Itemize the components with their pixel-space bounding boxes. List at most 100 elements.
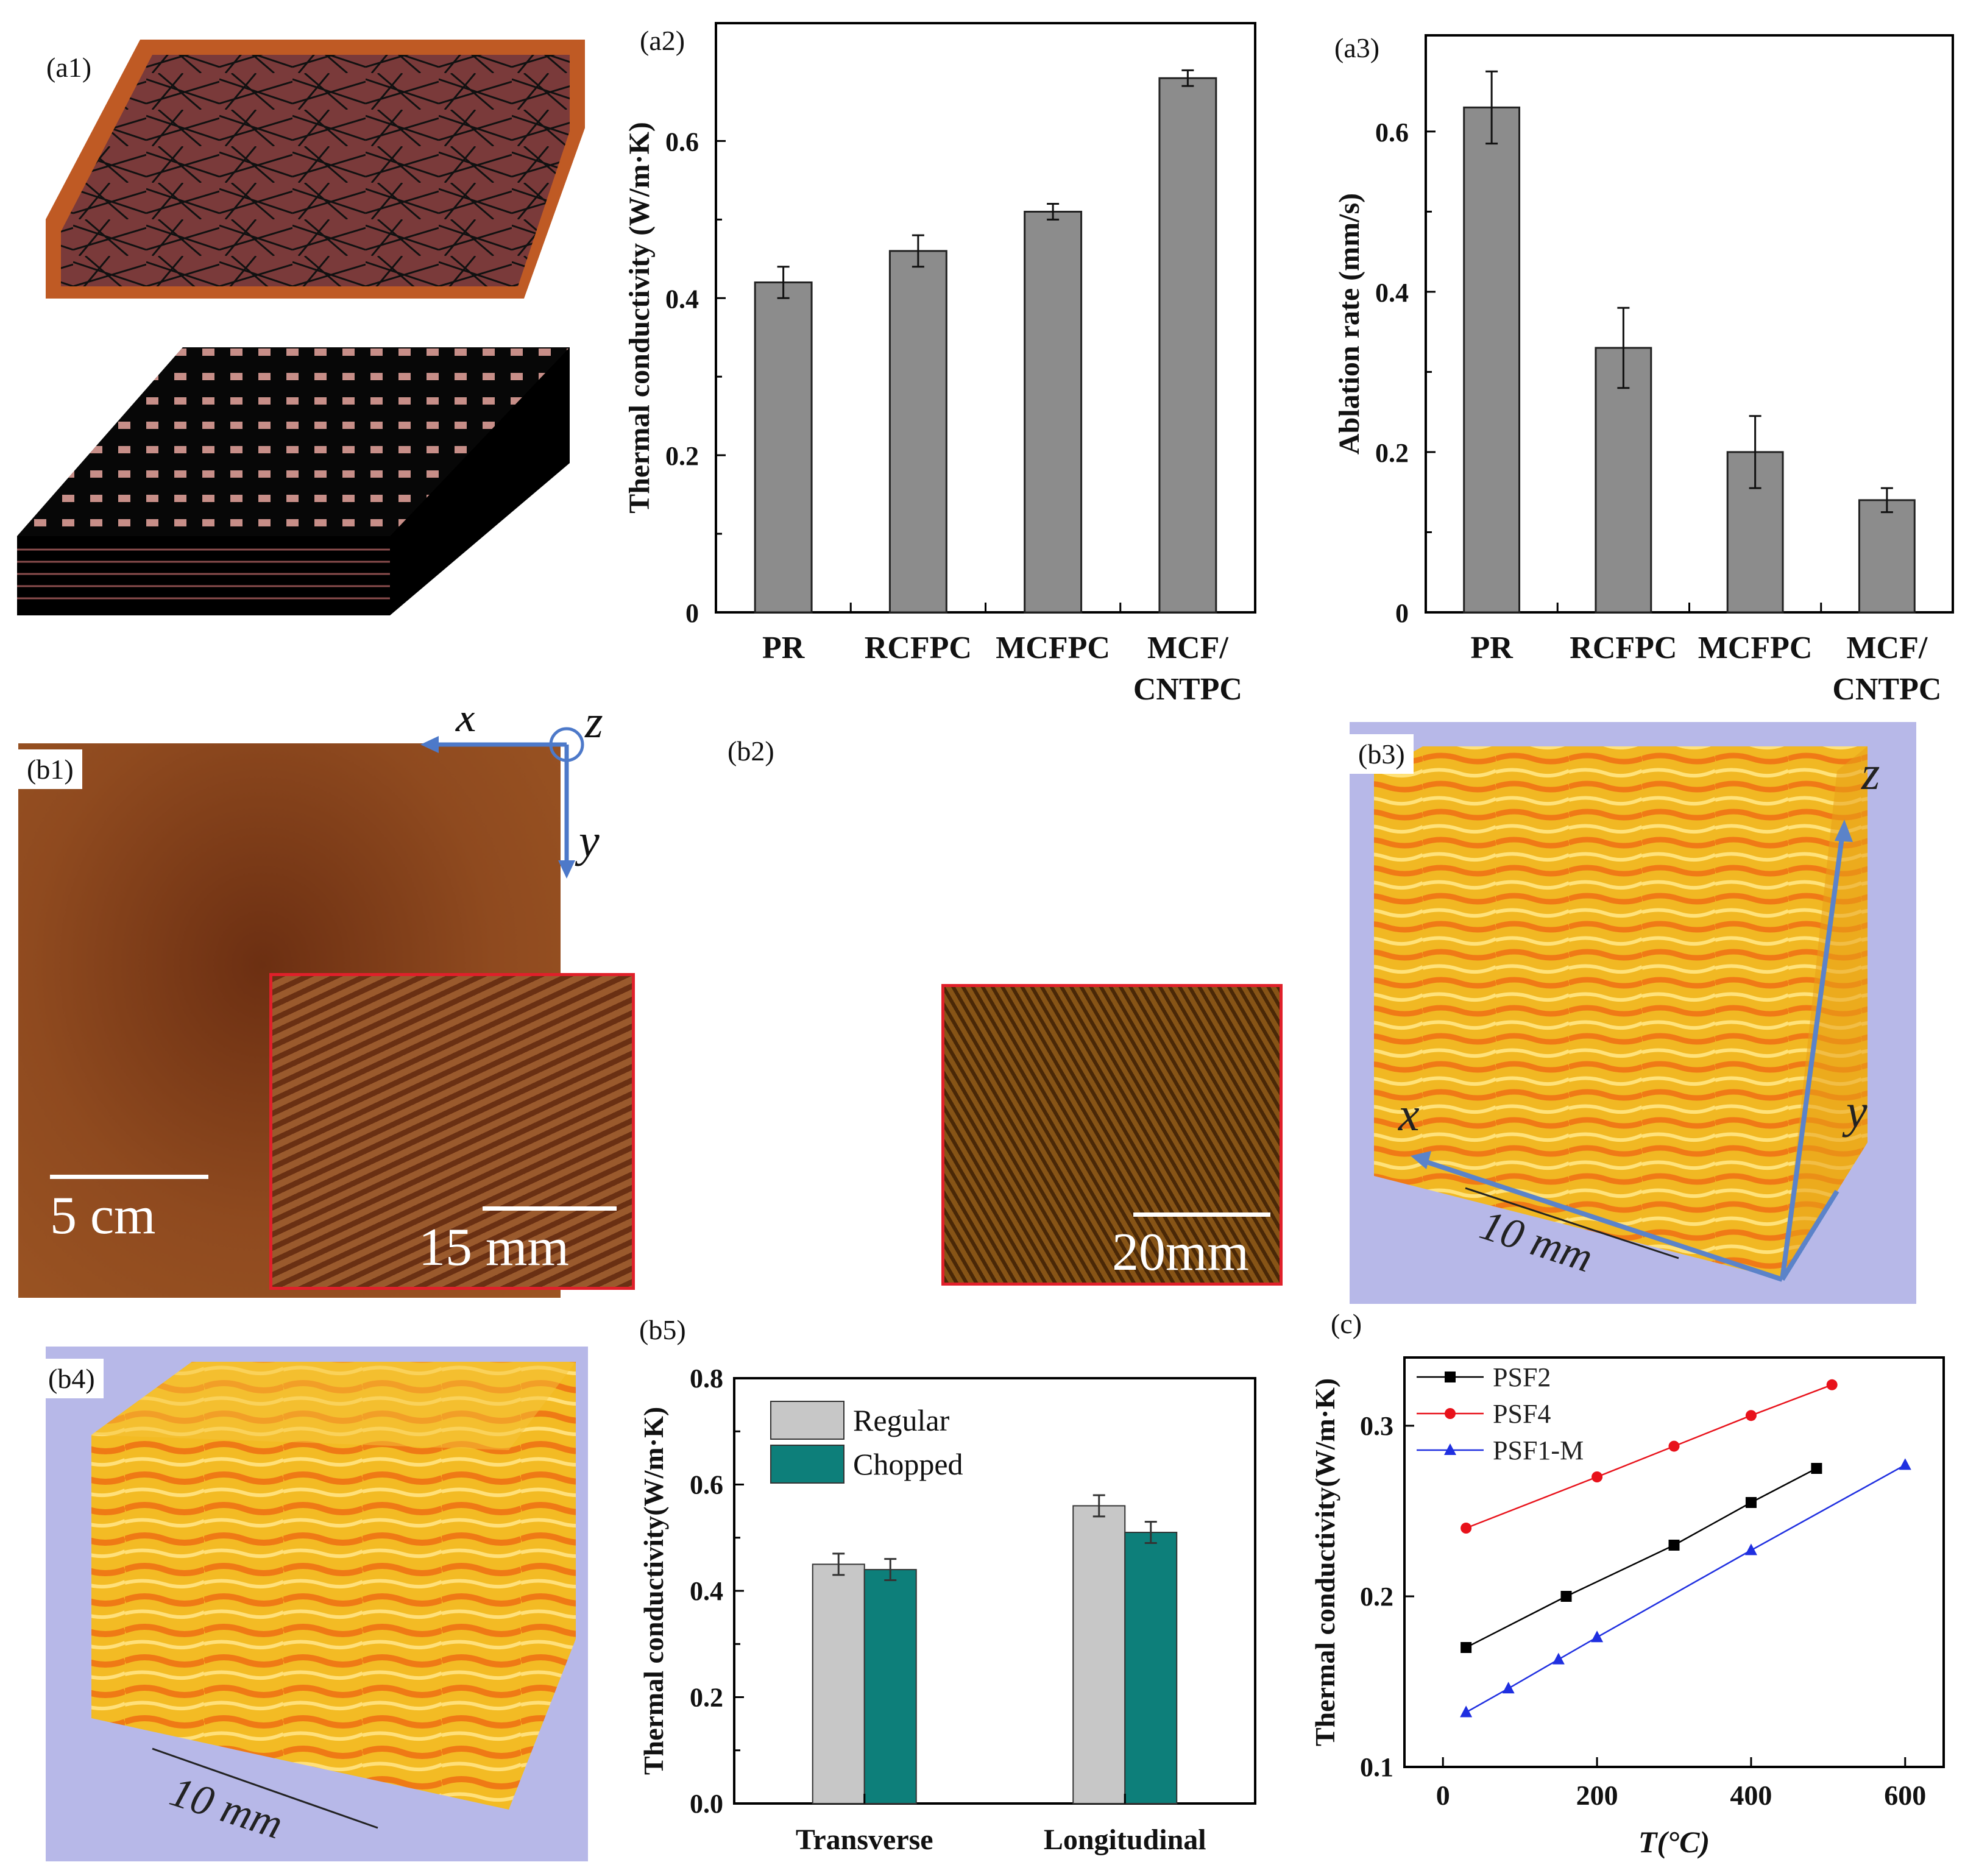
b3-axis-y: y [1842, 1085, 1868, 1138]
y-axis-title: Thermal conductivity (W/m·K) [623, 122, 656, 514]
legend-label: PSF4 [1493, 1399, 1551, 1429]
b1-axis-y: y [575, 815, 600, 866]
panel-label-a1: (a1) [38, 48, 101, 87]
panel-b3: x y z 10 mm (b3) [1350, 722, 1916, 1304]
x-tick-label: RCFPC [865, 631, 972, 665]
panel-label-b2: (b2) [719, 731, 783, 771]
chart-a2: 0 0.2 0.4 0.6 PR RCFPC MCFPC MCF/CNTPC Thermal c… [623, 22, 1256, 707]
x-tick-label: MCFPC [1698, 631, 1813, 665]
bar [1595, 347, 1652, 614]
panel-a1: (a1) [0, 0, 603, 646]
y-axis-title: Ablation rate (mm/s) [1333, 193, 1365, 455]
x-tick-label: 0 [1436, 1780, 1450, 1811]
x-tick-label: PR [1470, 631, 1514, 665]
bar [1024, 210, 1083, 614]
data-point-square [1460, 1642, 1472, 1653]
bar [812, 1563, 865, 1804]
plot-frame [1403, 1356, 1945, 1768]
data-point-triangle [1899, 1458, 1911, 1470]
y-tick-label: 0.8 [690, 1364, 723, 1393]
y-tick-label: 0.0 [690, 1789, 723, 1819]
panel-b4: 10 mm (b4) [40, 1347, 588, 1861]
y-tick-label: 0.2 [1375, 438, 1409, 468]
panel-label-c: (c) [1322, 1304, 1371, 1343]
chart-a3: 0 0.2 0.4 0.6 PR RCFPC MCFPC MCF/CNTPC Ablation … [1333, 34, 1954, 707]
panel-c: 0 200 400 600 0.1 0.2 0.3 PSF2 PSF4 PSF1-M Thermal… [1280, 1304, 1965, 1876]
data-point-circle [1668, 1440, 1680, 1452]
x-tick-label: Longitudinal [1044, 1824, 1206, 1856]
legend-label: PSF1-M [1493, 1435, 1584, 1465]
b1-inset-scalebar [483, 1206, 617, 1211]
y-tick-label: 0.2 [665, 441, 699, 471]
chart-b5: 0.0 0.2 0.4 0.6 0.8 Transverse Longitudinal Reg… [638, 1364, 1256, 1856]
b3-cube [1374, 746, 1868, 1280]
bar [754, 281, 813, 614]
panel-a3: 0 0.2 0.4 0.6 PR RCFPC MCFPC MCF/CNTPC Ablation … [1298, 0, 1965, 713]
series-line [1465, 1464, 1906, 1713]
y-tick-label: 0 [685, 598, 699, 628]
a1-schematic [17, 40, 585, 615]
y-tick-label: 0.3 [1360, 1411, 1393, 1441]
b4-render: 10 mm [46, 1347, 588, 1861]
panel-label-a2: (a2) [631, 21, 694, 60]
x-axis-title: T(°C) [1638, 1825, 1710, 1859]
data-point-square [1560, 1591, 1572, 1602]
x-tick-label: MCF/ [1147, 631, 1228, 665]
bar [888, 250, 947, 614]
legend-label: Regular [853, 1403, 950, 1437]
data-point-triangle [1460, 1705, 1473, 1718]
data-point-triangle [1591, 1630, 1604, 1643]
x-tick-label: MCF/ [1846, 631, 1927, 665]
bar [863, 1569, 917, 1804]
y-tick-label: 0.1 [1360, 1752, 1393, 1782]
y-tick-label: 0.4 [690, 1576, 723, 1606]
x-tick-label: Transverse [796, 1824, 933, 1856]
y-tick-label: 0.2 [690, 1683, 723, 1713]
data-point-square [1811, 1463, 1822, 1474]
x-tick-label: PR [762, 631, 805, 665]
x-tick-label: RCFPC [1570, 631, 1677, 665]
data-point-triangle [1502, 1682, 1515, 1694]
data-point-circle [1826, 1379, 1838, 1390]
y-tick-label: 0.6 [665, 127, 699, 157]
b1-inset: 15 mm [269, 973, 635, 1290]
legend-label: PSF2 [1493, 1362, 1551, 1392]
data-point-circle [1591, 1471, 1603, 1482]
data-point-triangle [1444, 1443, 1456, 1455]
b2-inset-scalebar [1133, 1212, 1270, 1217]
bar [1463, 106, 1521, 614]
b4-cube [91, 1362, 576, 1810]
data-point-square [1668, 1540, 1680, 1551]
y-tick-label: 0.2 [1360, 1582, 1393, 1612]
panel-label-b3: (b3) [1350, 734, 1414, 774]
b3-axis-x: x [1398, 1088, 1420, 1141]
panel-label-b5: (b5) [631, 1310, 695, 1350]
y-tick-label: 0.4 [665, 284, 699, 314]
y-tick-label: 0.6 [1375, 118, 1409, 147]
b1-scalebar [50, 1175, 208, 1179]
data-point-square [1745, 1497, 1757, 1508]
series-line [1465, 1467, 1817, 1649]
y-axis-title: Thermal conductivity(W/m·K) [1309, 1378, 1340, 1746]
y-axis-title: Thermal conductivity(W/m·K) [638, 1407, 669, 1775]
b1-axis-x: x [455, 713, 476, 742]
b2-inset: 20mm [941, 984, 1283, 1286]
data-point-square [1445, 1372, 1456, 1382]
b1-axes: x z y [420, 713, 603, 879]
b2-scalebar [765, 1149, 902, 1153]
b2-scale-label: 5 cm [771, 1159, 877, 1218]
b1-inset-scale-label: 15 mm [419, 1218, 569, 1277]
b3-render: x y z 10 mm [1350, 722, 1916, 1304]
b3-axis-z: z [1861, 746, 1880, 799]
data-point-triangle [1552, 1652, 1565, 1665]
x-tick-label: MCFPC [996, 631, 1110, 665]
data-point-triangle [1744, 1543, 1757, 1556]
x-tick-label: 200 [1576, 1780, 1618, 1811]
panel-label-b4: (b4) [40, 1359, 104, 1398]
b1-scale-label: 5 cm [50, 1186, 156, 1245]
legend-swatch [770, 1445, 844, 1484]
chart-c: 0 200 400 600 0.1 0.2 0.3 PSF2 PSF4 PSF1-M Thermal… [1309, 1356, 1945, 1859]
bar [1158, 77, 1217, 614]
y-tick-label: 0 [1395, 598, 1409, 628]
